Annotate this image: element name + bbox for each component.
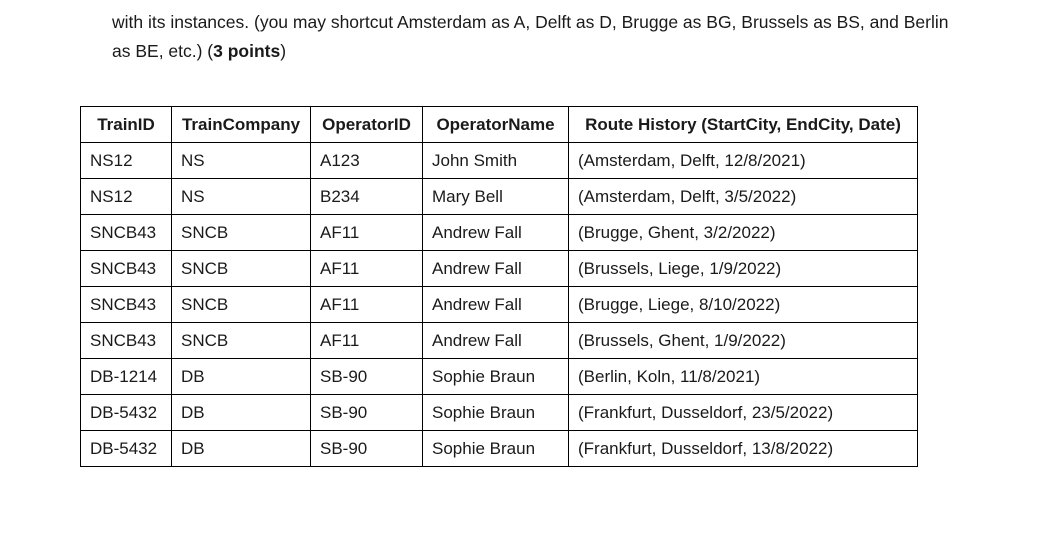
cell-operator-name: Mary Bell bbox=[422, 178, 569, 215]
cell-operator-id: SB-90 bbox=[310, 430, 423, 467]
cell-route-history: (Brussels, Liege, 1/9/2022) bbox=[568, 250, 918, 287]
cell-train-company: DB bbox=[171, 358, 311, 395]
cell-operator-name: Andrew Fall bbox=[422, 322, 569, 359]
cell-train-id: SNCB43 bbox=[80, 286, 172, 323]
cell-operator-name: Andrew Fall bbox=[422, 250, 569, 287]
table-header-row: TrainID TrainCompany OperatorID Operator… bbox=[80, 106, 918, 143]
table-row: NS12 NS A123 John Smith (Amsterdam, Delf… bbox=[80, 142, 918, 179]
cell-train-company: DB bbox=[171, 394, 311, 431]
question-line-2-suffix: ) bbox=[280, 41, 287, 61]
cell-operator-id: B234 bbox=[310, 178, 423, 215]
cell-route-history: (Brugge, Ghent, 3/2/2022) bbox=[568, 214, 918, 251]
cell-train-id: SNCB43 bbox=[80, 322, 172, 359]
cell-operator-name: Andrew Fall bbox=[422, 214, 569, 251]
cell-train-id: SNCB43 bbox=[80, 214, 172, 251]
cell-operator-name: Sophie Braun bbox=[422, 430, 569, 467]
cell-train-company: NS bbox=[171, 142, 311, 179]
cell-route-history: (Amsterdam, Delft, 3/5/2022) bbox=[568, 178, 918, 215]
cell-route-history: (Frankfurt, Dusseldorf, 23/5/2022) bbox=[568, 394, 918, 431]
question-line-2-prefix: as BE, etc.) ( bbox=[112, 41, 214, 61]
cell-route-history: (Frankfurt, Dusseldorf, 13/8/2022) bbox=[568, 430, 918, 467]
cell-train-company: DB bbox=[171, 430, 311, 467]
cell-train-id: DB-5432 bbox=[80, 430, 172, 467]
header-operator-name: OperatorName bbox=[422, 106, 569, 143]
cell-operator-id: AF11 bbox=[310, 250, 423, 287]
train-routes-table: TrainID TrainCompany OperatorID Operator… bbox=[80, 106, 918, 467]
cell-operator-id: AF11 bbox=[310, 322, 423, 359]
cell-operator-id: SB-90 bbox=[310, 358, 423, 395]
cell-operator-id: SB-90 bbox=[310, 394, 423, 431]
table-row: DB-1214 DB SB-90 Sophie Braun (Berlin, K… bbox=[80, 358, 918, 395]
cell-route-history: (Amsterdam, Delft, 12/8/2021) bbox=[568, 142, 918, 179]
cell-train-company: SNCB bbox=[171, 322, 311, 359]
cell-train-id: NS12 bbox=[80, 178, 172, 215]
cell-operator-name: Andrew Fall bbox=[422, 286, 569, 323]
question-line-2: as BE, etc.) (3 points) bbox=[112, 37, 1012, 66]
cell-train-id: DB-5432 bbox=[80, 394, 172, 431]
cell-operator-id: AF11 bbox=[310, 286, 423, 323]
cell-route-history: (Berlin, Koln, 11/8/2021) bbox=[568, 358, 918, 395]
question-text: with its instances. (you may shortcut Am… bbox=[112, 8, 1012, 66]
header-train-company: TrainCompany bbox=[171, 106, 311, 143]
table-row: SNCB43 SNCB AF11 Andrew Fall (Brussels, … bbox=[80, 322, 918, 359]
cell-train-company: SNCB bbox=[171, 214, 311, 251]
cell-train-id: NS12 bbox=[80, 142, 172, 179]
table-row: SNCB43 SNCB AF11 Andrew Fall (Brussels, … bbox=[80, 250, 918, 287]
cell-route-history: (Brugge, Liege, 8/10/2022) bbox=[568, 286, 918, 323]
cell-train-company: SNCB bbox=[171, 250, 311, 287]
cell-operator-id: A123 bbox=[310, 142, 423, 179]
cell-operator-id: AF11 bbox=[310, 214, 423, 251]
table-row: SNCB43 SNCB AF11 Andrew Fall (Brugge, Gh… bbox=[80, 214, 918, 251]
table-row: DB-5432 DB SB-90 Sophie Braun (Frankfurt… bbox=[80, 430, 918, 467]
cell-route-history: (Brussels, Ghent, 1/9/2022) bbox=[568, 322, 918, 359]
table-row: NS12 NS B234 Mary Bell (Amsterdam, Delft… bbox=[80, 178, 918, 215]
cell-operator-name: Sophie Braun bbox=[422, 394, 569, 431]
cell-train-id: SNCB43 bbox=[80, 250, 172, 287]
cell-train-id: DB-1214 bbox=[80, 358, 172, 395]
question-line-1: with its instances. (you may shortcut Am… bbox=[112, 12, 949, 32]
table-row: SNCB43 SNCB AF11 Andrew Fall (Brugge, Li… bbox=[80, 286, 918, 323]
cell-operator-name: John Smith bbox=[422, 142, 569, 179]
cell-train-company: SNCB bbox=[171, 286, 311, 323]
cell-operator-name: Sophie Braun bbox=[422, 358, 569, 395]
header-operator-id: OperatorID bbox=[310, 106, 423, 143]
header-train-id: TrainID bbox=[80, 106, 172, 143]
header-route-history: Route History (StartCity, EndCity, Date) bbox=[568, 106, 918, 143]
points-label: 3 points bbox=[213, 41, 281, 61]
table-row: DB-5432 DB SB-90 Sophie Braun (Frankfurt… bbox=[80, 394, 918, 431]
cell-train-company: NS bbox=[171, 178, 311, 215]
